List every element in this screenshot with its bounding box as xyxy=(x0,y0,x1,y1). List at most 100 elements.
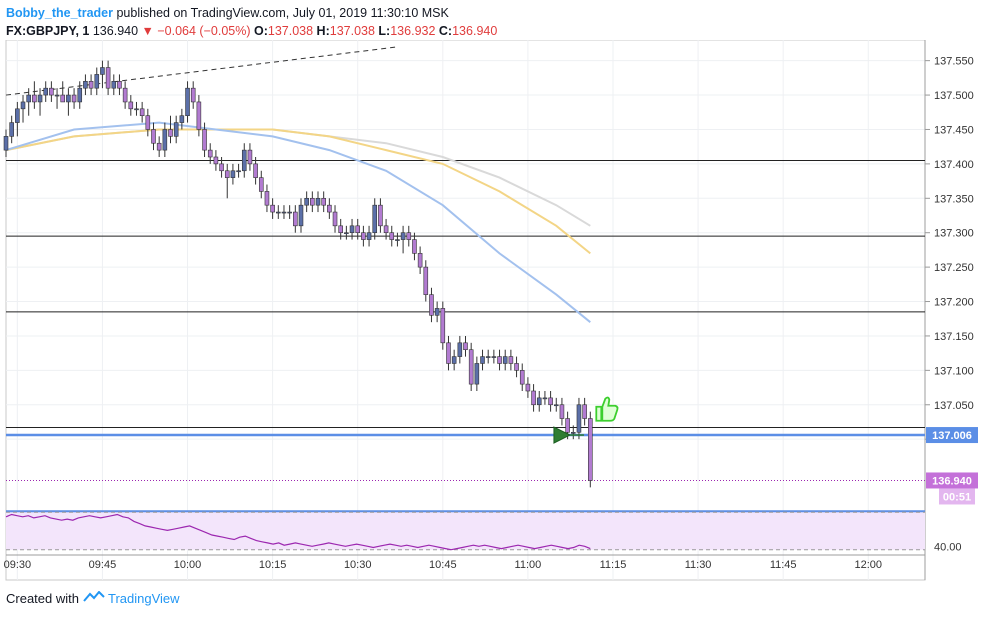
y-tick-label: 137.300 xyxy=(934,228,974,240)
price-label-text: 137.006 xyxy=(932,430,972,442)
candle-body xyxy=(15,108,20,123)
close-label: C: xyxy=(438,24,453,38)
candle-body xyxy=(26,94,31,103)
publish-line: Bobby_the_trader published on TradingVie… xyxy=(6,4,497,22)
candle-body xyxy=(9,122,14,137)
candle-body xyxy=(139,108,145,117)
candle-body xyxy=(565,418,570,433)
candle-body xyxy=(281,211,287,214)
candle-body xyxy=(383,225,389,234)
rsi-line xyxy=(5,513,591,551)
author-link[interactable]: Bobby_the_trader xyxy=(6,6,113,20)
candle-body xyxy=(400,232,406,240)
chart-header: Bobby_the_trader published on TradingVie… xyxy=(6,4,497,40)
candle-body xyxy=(247,149,253,165)
moving-average-mid xyxy=(5,128,591,255)
created-with-text: Created with xyxy=(6,591,79,606)
price-label-text: 136.940 xyxy=(932,475,972,487)
candle-body xyxy=(202,129,207,151)
candle-body xyxy=(207,149,213,158)
candle-body xyxy=(327,204,332,213)
y-tick-label: 137.350 xyxy=(934,193,974,205)
chart-area[interactable]: 137.550 137.500 137.450 137.400 137.350 137.3… xyxy=(0,39,988,585)
candle-body xyxy=(429,294,434,316)
candle-body xyxy=(241,149,247,172)
candle-body xyxy=(276,211,281,214)
candle-body xyxy=(474,363,480,385)
candle-body xyxy=(463,342,468,351)
x-tick-label: 10:30 xyxy=(344,559,372,571)
candle-body xyxy=(298,204,304,227)
candle-body xyxy=(480,356,485,364)
low-label: L: xyxy=(378,24,391,38)
x-tick-label: 12:00 xyxy=(855,559,883,571)
candle-body xyxy=(105,67,111,89)
y-tick-label: 137.200 xyxy=(934,297,974,309)
candle-body xyxy=(508,356,514,364)
candle-body xyxy=(213,156,219,165)
candle-body xyxy=(315,197,321,206)
candle-body xyxy=(230,170,236,178)
candle-body xyxy=(576,404,582,433)
candle-body xyxy=(412,239,417,254)
candle-body xyxy=(219,163,224,172)
candle-body xyxy=(287,211,292,214)
close-value: 136.940 xyxy=(452,24,498,38)
candle-body xyxy=(588,418,593,481)
candle-body xyxy=(156,142,162,151)
candle-body xyxy=(514,363,519,371)
candle-body xyxy=(417,253,423,268)
candle-body xyxy=(457,342,463,357)
candle-body xyxy=(446,342,451,364)
candle-body xyxy=(519,370,525,385)
y-tick-label: 137.150 xyxy=(934,331,974,343)
candle-body xyxy=(525,383,531,392)
candle-body xyxy=(236,170,241,173)
candle-body xyxy=(94,74,100,89)
candle-body xyxy=(536,397,542,406)
thumbs-up-icon xyxy=(595,396,619,422)
x-tick-label: 10:00 xyxy=(174,559,202,571)
candle-body xyxy=(49,87,54,96)
candle-body xyxy=(77,87,83,103)
price-change: ▼ −0.064 (−0.05%) xyxy=(141,24,251,38)
last-price: 136.940 xyxy=(92,24,139,38)
publish-info: published on TradingView.com, July 01, 2… xyxy=(116,6,449,20)
candle-body xyxy=(128,101,134,110)
candle-body xyxy=(542,397,548,400)
moving-average-fast xyxy=(5,121,591,323)
rsi-tick-label: 40.00 xyxy=(934,541,962,553)
candle-body xyxy=(531,390,536,406)
candle-body xyxy=(310,197,315,206)
ohlc-line: FX:GBPJPY, 1 136.940 ▼ −0.064 (−0.05%) O… xyxy=(6,22,497,40)
symbol-label: FX:GBPJPY, 1 xyxy=(6,24,90,38)
x-tick-label: 11:30 xyxy=(685,559,712,571)
y-tick-label: 137.250 xyxy=(934,262,974,274)
candle-body xyxy=(491,356,497,358)
candle-body xyxy=(378,204,383,227)
y-tick-label: 137.500 xyxy=(934,90,974,102)
candle-body xyxy=(224,170,230,178)
candle-body xyxy=(372,204,378,234)
candle-body xyxy=(37,94,43,103)
y-tick-label: 137.550 xyxy=(934,56,974,68)
candle-body xyxy=(423,266,429,295)
candle-body xyxy=(485,356,491,358)
x-tick-label: 09:45 xyxy=(89,559,117,571)
candle-body xyxy=(54,94,60,97)
x-tick-label: 09:30 xyxy=(4,559,32,571)
tradingview-brand[interactable]: TradingView xyxy=(108,591,180,606)
candle-body xyxy=(440,308,446,344)
candle-body xyxy=(389,232,395,240)
price-chart[interactable]: 137.550 137.500 137.450 137.400 137.350 137.3… xyxy=(0,39,988,585)
price-label-box xyxy=(926,472,978,489)
countdown-label: 00:51 xyxy=(943,491,971,503)
entry-arrow-icon xyxy=(553,426,572,444)
y-tick-label: 137.100 xyxy=(934,365,974,377)
candle-body xyxy=(344,232,349,235)
candle-body xyxy=(304,197,309,206)
candle-body xyxy=(434,308,440,316)
candle-body xyxy=(355,225,361,234)
x-tick-label: 10:45 xyxy=(429,559,457,571)
candle-body xyxy=(258,177,264,192)
